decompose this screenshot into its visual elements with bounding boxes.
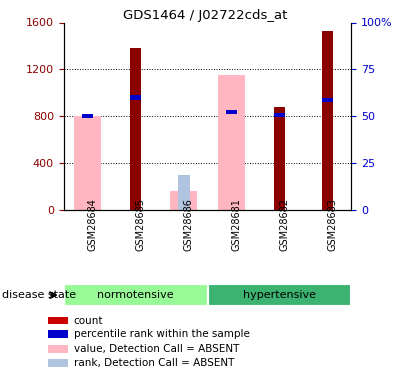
Bar (322, 98, 333, 102)
Bar (74, 116, 101, 210)
Bar (322, 31, 333, 210)
Bar (178, 175, 189, 210)
Text: GSM28684: GSM28684 (88, 198, 98, 250)
Text: rank, Detection Call = ABSENT: rank, Detection Call = ABSENT (74, 358, 234, 368)
Text: GSM28686: GSM28686 (184, 198, 194, 250)
Bar (130, 96, 141, 99)
Bar (48, 317, 68, 324)
Text: hypertensive: hypertensive (243, 290, 316, 300)
Text: GSM28682: GSM28682 (279, 198, 289, 250)
Text: GDS1464 / J02722cds_at: GDS1464 / J02722cds_at (123, 9, 288, 22)
Bar (274, 107, 285, 210)
Bar (226, 110, 237, 114)
Bar (64, 284, 208, 306)
Bar (82, 114, 93, 118)
Bar (130, 48, 141, 210)
Text: GSM28681: GSM28681 (231, 198, 242, 250)
Text: percentile rank within the sample: percentile rank within the sample (74, 329, 249, 339)
Text: GSM28685: GSM28685 (136, 198, 145, 250)
Bar (171, 191, 197, 210)
Text: normotensive: normotensive (97, 290, 174, 300)
Bar (48, 345, 68, 352)
Text: disease state: disease state (2, 290, 76, 300)
Bar (274, 113, 285, 117)
Bar (208, 284, 351, 306)
Bar (48, 330, 68, 338)
Text: GSM28683: GSM28683 (328, 198, 337, 250)
Bar (218, 75, 245, 210)
Text: value, Detection Call = ABSENT: value, Detection Call = ABSENT (74, 344, 239, 354)
Text: count: count (74, 315, 103, 326)
Bar (48, 360, 68, 367)
